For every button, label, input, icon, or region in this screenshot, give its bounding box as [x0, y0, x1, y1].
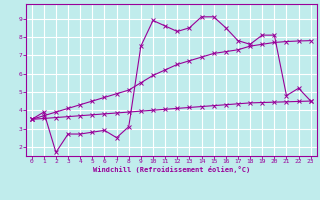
X-axis label: Windchill (Refroidissement éolien,°C): Windchill (Refroidissement éolien,°C) [92, 166, 250, 173]
